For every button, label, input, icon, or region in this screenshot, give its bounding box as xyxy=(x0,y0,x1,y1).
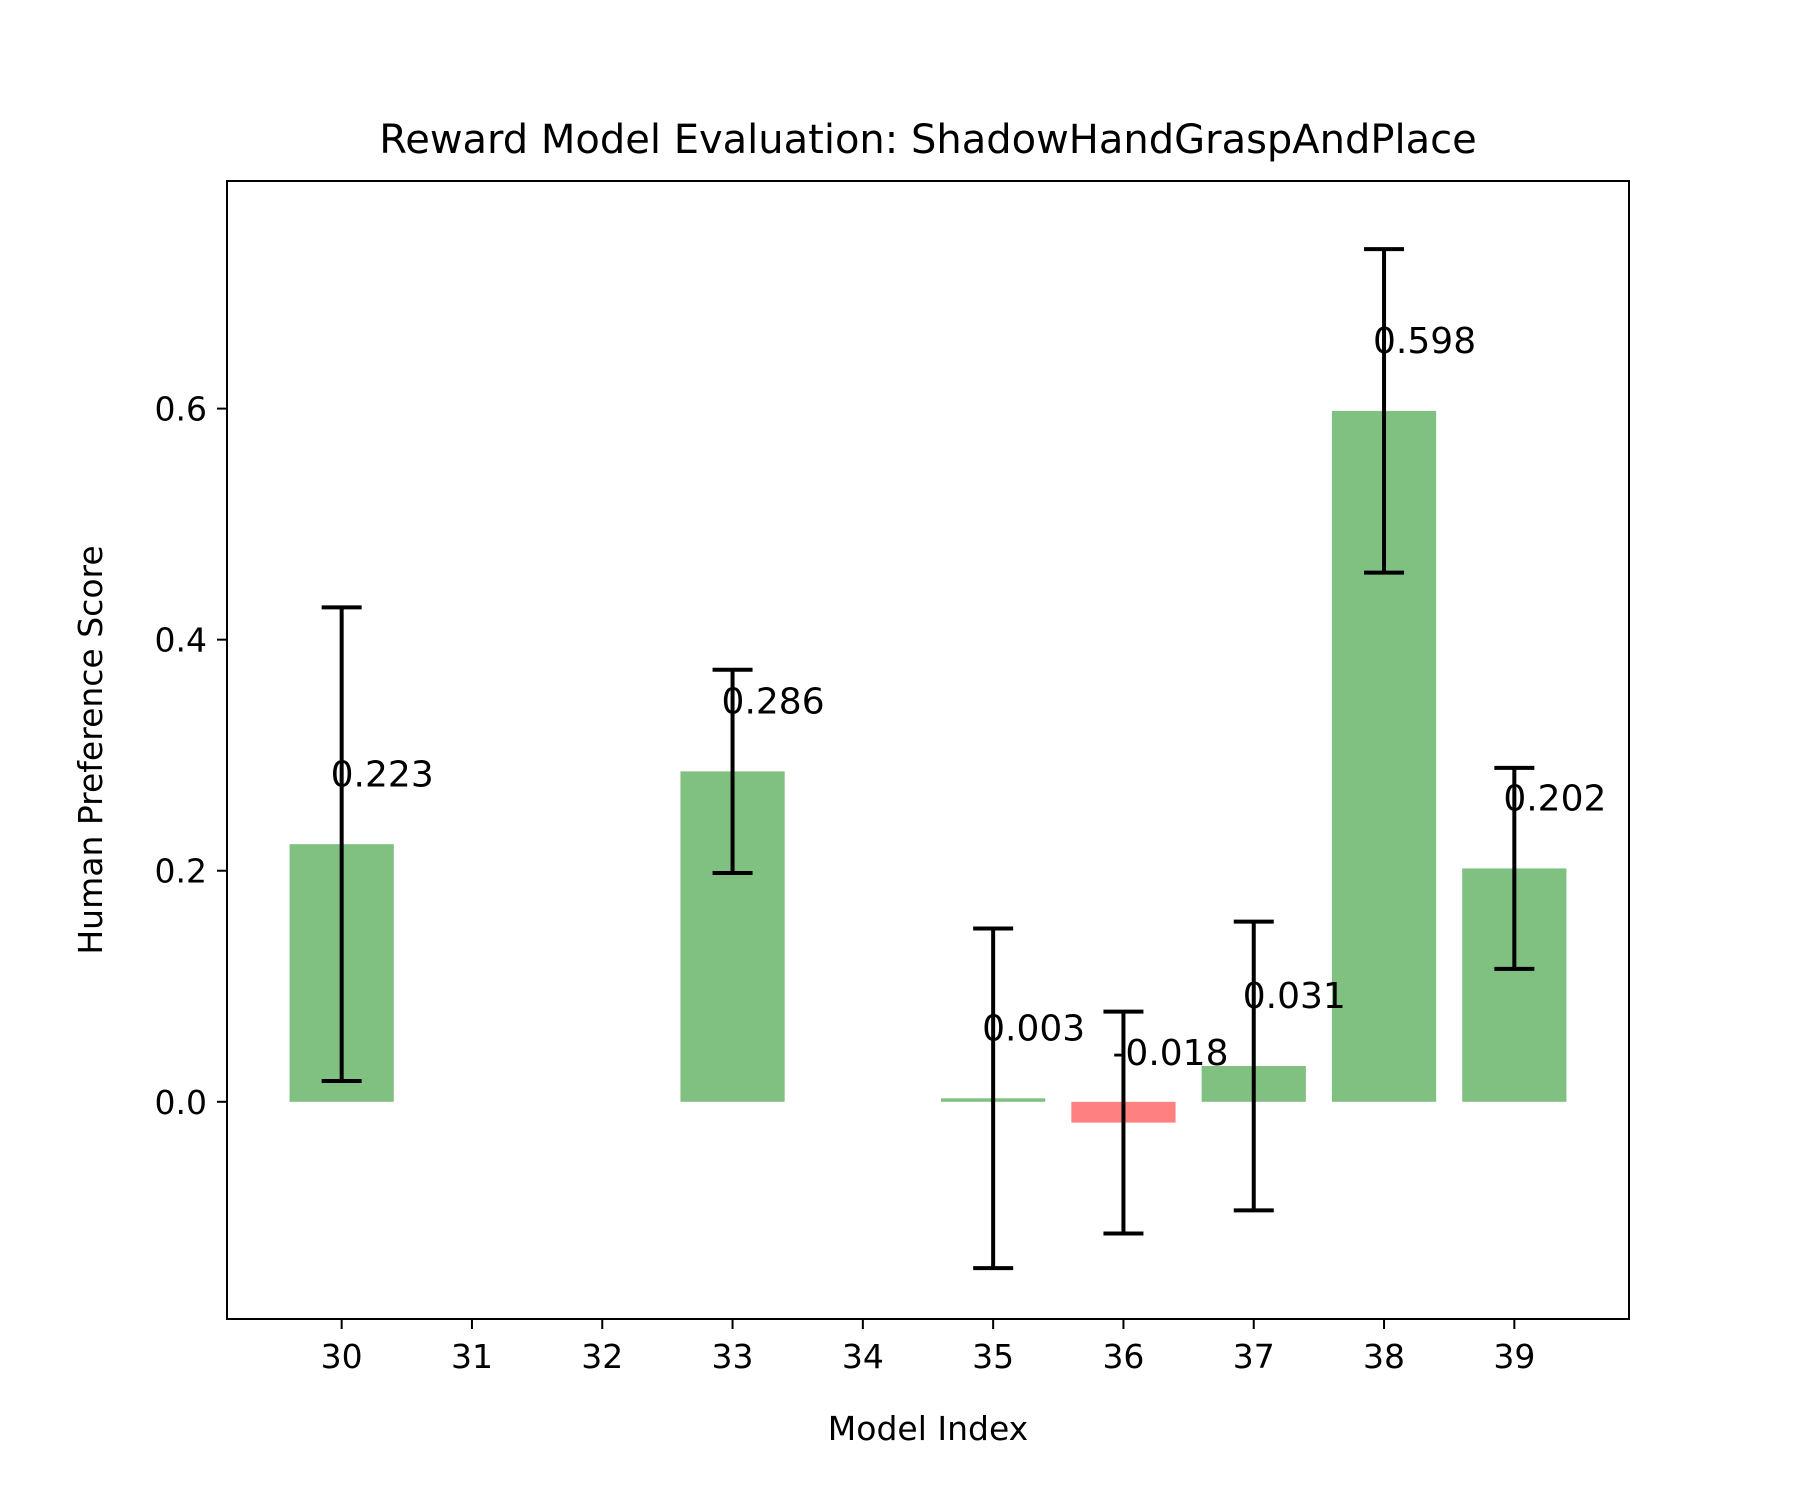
data-label-39: 0.202 xyxy=(1503,779,1606,820)
y-axis-label: Human Preference Score xyxy=(71,545,110,954)
x-tick-label-33: 33 xyxy=(712,1337,754,1376)
x-tick-label-32: 32 xyxy=(581,1337,623,1376)
plot-area-frame xyxy=(226,180,1630,1320)
y-tick-label: 0.4 xyxy=(155,621,207,660)
error-bars-layer xyxy=(321,247,1535,1271)
error-bar-36 xyxy=(1103,1009,1144,1236)
x-tick-label-30: 30 xyxy=(321,1337,363,1376)
x-tick-label-31: 31 xyxy=(451,1337,493,1376)
data-labels-layer: 0.223 0.286 0.003 -0.018 0.031 0.598 0.202 xyxy=(331,321,1607,1074)
error-bar-38 xyxy=(1364,247,1405,575)
x-axis-ticks: 30 31 32 33 34 35 36 37 38 39 xyxy=(321,1319,1535,1376)
data-label-30: 0.223 xyxy=(331,754,434,795)
error-bar-35 xyxy=(973,926,1014,1271)
error-bar-30 xyxy=(321,605,362,1084)
chart-title: Reward Model Evaluation: ShadowHandGrasp… xyxy=(379,117,1477,163)
y-tick-label: 0.6 xyxy=(155,390,207,429)
error-bar-39 xyxy=(1494,765,1535,971)
x-tick-label-35: 35 xyxy=(972,1337,1014,1376)
x-tick-label-37: 37 xyxy=(1233,1337,1275,1376)
data-label-37: 0.031 xyxy=(1243,976,1346,1017)
bars-layer xyxy=(289,410,1567,1123)
data-label-38: 0.598 xyxy=(1373,321,1476,362)
x-tick-label-39: 39 xyxy=(1493,1337,1535,1376)
x-tick-label-36: 36 xyxy=(1102,1337,1144,1376)
y-axis-ticks: 0.0 0.2 0.4 0.6 xyxy=(155,390,227,1122)
error-bar-37 xyxy=(1233,919,1274,1213)
data-label-36: -0.018 xyxy=(1112,1033,1228,1074)
error-bar-33 xyxy=(712,667,753,876)
x-tick-label-34: 34 xyxy=(842,1337,884,1376)
y-tick-label: 0.2 xyxy=(155,852,207,891)
data-label-33: 0.286 xyxy=(722,682,825,723)
y-tick-label: 0.0 xyxy=(155,1083,207,1122)
x-tick-label-38: 38 xyxy=(1363,1337,1405,1376)
data-label-35: 0.003 xyxy=(982,1009,1085,1050)
x-axis-label: Model Index xyxy=(828,1409,1028,1448)
